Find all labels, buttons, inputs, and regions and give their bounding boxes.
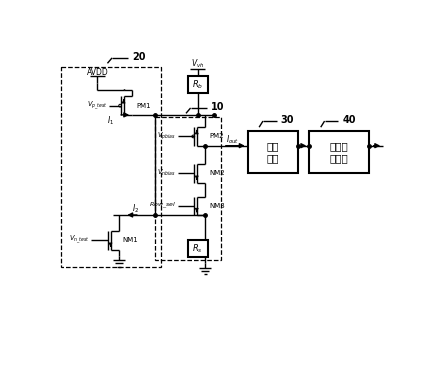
Bar	[155, 117, 221, 259]
Text: $V_{p\_test}$: $V_{p\_test}$	[86, 99, 108, 112]
Text: $V_{nbias}$: $V_{nbias}$	[157, 168, 176, 178]
Bar	[309, 131, 369, 173]
Text: 20: 20	[132, 52, 146, 62]
Bar	[248, 131, 298, 173]
Text: $R_b$: $R_b$	[192, 79, 203, 91]
Text: NM1: NM1	[123, 237, 139, 243]
Text: 采样保
持电路: 采样保 持电路	[330, 141, 349, 163]
Bar	[61, 67, 161, 267]
Bar	[187, 240, 207, 257]
Circle shape	[192, 135, 195, 138]
Circle shape	[119, 104, 121, 107]
Text: $I_2$: $I_2$	[132, 203, 140, 215]
Text: $V_{n\_test}$: $V_{n\_test}$	[69, 234, 90, 247]
Text: NM3: NM3	[209, 203, 225, 209]
Text: $I_{out}$: $I_{out}$	[226, 133, 239, 146]
Text: NM2: NM2	[209, 170, 225, 177]
Text: 30: 30	[281, 115, 294, 125]
Text: 积分
电路: 积分 电路	[267, 141, 279, 163]
Text: 40: 40	[342, 115, 356, 125]
Text: PM1: PM1	[136, 103, 151, 109]
Text: PM2: PM2	[209, 134, 224, 139]
Text: $Row\_sel$: $Row\_sel$	[149, 201, 176, 210]
Text: 10: 10	[211, 102, 224, 112]
Text: AVDD: AVDD	[86, 68, 108, 77]
Text: $I_1$: $I_1$	[107, 115, 114, 127]
Text: $V_{pbias}$: $V_{pbias}$	[157, 131, 176, 142]
Text: $V_{vh}$: $V_{vh}$	[191, 58, 204, 70]
Text: $R_s$: $R_s$	[192, 243, 203, 255]
Bar	[187, 76, 207, 93]
